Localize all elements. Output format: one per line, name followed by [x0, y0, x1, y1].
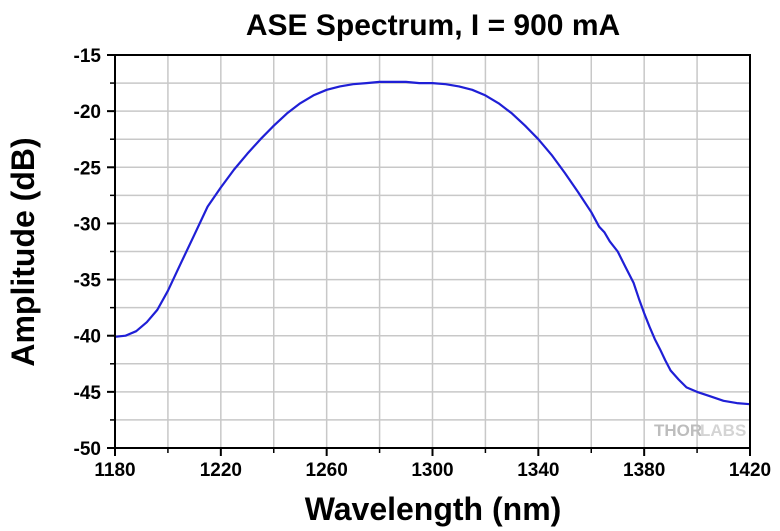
y-tick-label: -20: [74, 102, 101, 123]
y-tick-label: -15: [74, 46, 102, 67]
series-line-ase-spectrum: [114, 80, 751, 406]
x-tick-label: 1420: [729, 460, 771, 481]
watermark-logo-left: THOR: [654, 421, 702, 440]
y-axis-title: Amplitude (dB): [5, 137, 41, 366]
plot-frame: [114, 54, 751, 449]
major-ticks: [107, 54, 751, 456]
grid-lines: [115, 55, 750, 448]
y-tick-label: -30: [74, 214, 101, 235]
x-tick-label: 1180: [94, 460, 135, 481]
x-tick-label: 1340: [517, 460, 559, 481]
x-tick-label: 1220: [200, 460, 242, 481]
y-tick-label: -50: [74, 439, 101, 460]
chart-title: ASE Spectrum, I = 900 mA: [246, 9, 620, 42]
y-tick-label: -35: [74, 271, 102, 292]
x-tick-label: 1300: [411, 460, 453, 481]
y-tick-label: -40: [74, 327, 101, 348]
y-tick-label: -45: [74, 383, 102, 404]
x-tick-labels: 1180 1220 1260 1300 1340 1380 1420: [94, 460, 771, 481]
x-tick-label: 1260: [306, 460, 348, 481]
y-tick-labels: -15 -20 -25 -30 -35 -40 -45 -50: [74, 46, 102, 460]
watermark-logo-right: LABS: [700, 421, 746, 440]
y-tick-label: -25: [74, 158, 102, 179]
x-axis-title: Wavelength (nm): [305, 491, 562, 527]
x-tick-label: 1380: [623, 460, 665, 481]
